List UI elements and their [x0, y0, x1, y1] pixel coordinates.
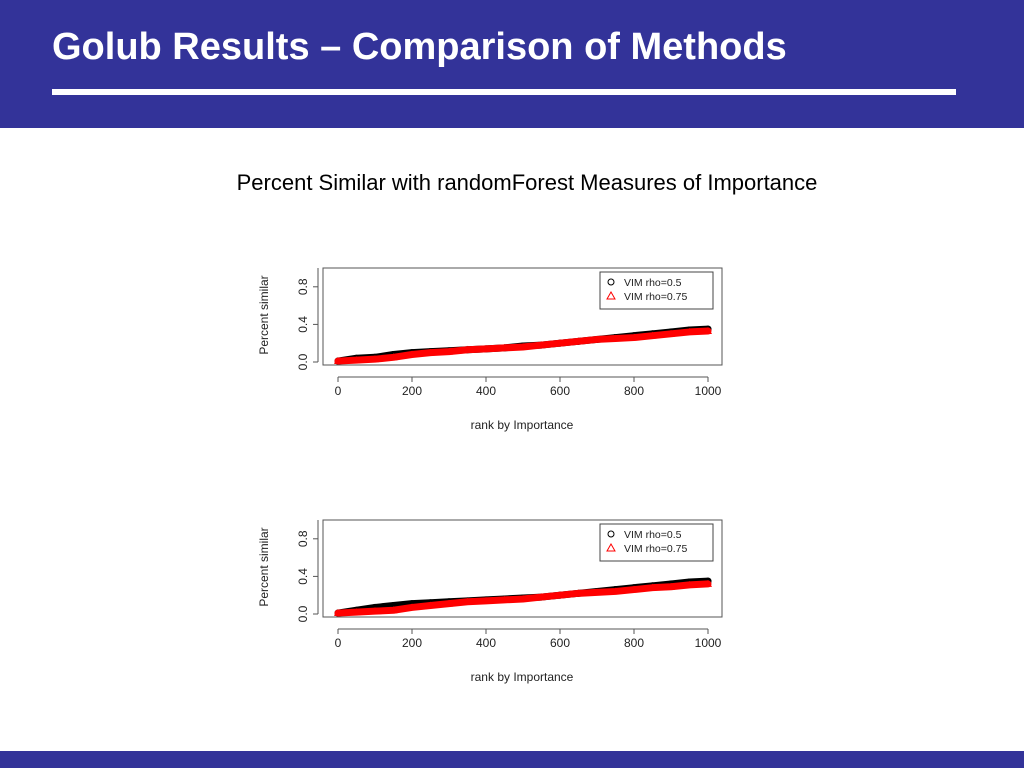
data-point — [704, 326, 712, 334]
y-axis-label: Percent similar — [257, 527, 271, 606]
data-point — [685, 327, 694, 335]
data-point — [537, 341, 546, 349]
x-tick-label: 0 — [335, 636, 342, 650]
data-point — [667, 582, 675, 590]
x-tick-label: 400 — [476, 384, 496, 398]
data-point — [463, 597, 472, 605]
legend-marker-circle — [607, 278, 615, 286]
legend: VIM rho=0.5 VIM rho=0.75 — [599, 523, 714, 562]
data-point — [519, 342, 527, 350]
y-axis-label: Percent similar — [257, 275, 271, 354]
data-point — [500, 595, 509, 603]
data-point — [574, 589, 583, 597]
x-tick-label: 600 — [550, 384, 570, 398]
data-point — [352, 608, 361, 616]
data-point — [463, 345, 472, 353]
legend-entry-label: VIM rho=0.5 — [624, 277, 682, 289]
data-point — [408, 350, 416, 358]
title-underline — [52, 89, 956, 95]
legend-entry-label: VIM rho=0.5 — [624, 529, 682, 541]
legend-box — [599, 523, 714, 562]
header-bar: Golub Results – Comparison of Methods — [0, 0, 1024, 128]
x-axis-label: rank by Importance — [471, 418, 574, 432]
data-point — [704, 579, 712, 587]
data-point — [648, 331, 657, 339]
data-point — [537, 593, 546, 601]
data-point — [556, 591, 564, 599]
data-point — [574, 337, 583, 345]
data-point — [408, 603, 416, 611]
y-tick-label: 0.8 — [296, 278, 310, 295]
y-tick-label: 0.4 — [296, 316, 310, 333]
data-point — [445, 347, 453, 355]
plot-frame — [322, 519, 723, 618]
data-point — [426, 348, 435, 356]
data-point — [648, 583, 657, 591]
legend-marker-triangle — [606, 542, 616, 552]
data-point — [334, 609, 342, 617]
x-tick-label: 400 — [476, 636, 496, 650]
legend-entry-label: VIM rho=0.75 — [624, 543, 687, 555]
data-point — [389, 606, 398, 614]
x-tick-label: 200 — [402, 384, 422, 398]
legend: VIM rho=0.5 VIM rho=0.75 — [599, 271, 714, 310]
legend-marker-triangle — [606, 290, 616, 300]
scatter-plot-top: 0 200 400 600 800 1000 0.0 0.4 0.8 rank by Import… — [257, 267, 723, 432]
y-tick-label: 0.0 — [296, 353, 310, 370]
plot-frame — [322, 267, 723, 366]
data-point — [445, 599, 453, 607]
data-point — [426, 601, 435, 609]
data-point — [352, 356, 361, 364]
data-point — [630, 585, 638, 593]
data-point — [611, 587, 620, 595]
legend-marker-circle — [607, 530, 615, 538]
data-point — [556, 339, 564, 347]
data-point — [371, 607, 379, 615]
data-point — [630, 333, 638, 341]
slide-subtitle: Percent Similar with randomForest Measur… — [236, 170, 818, 195]
y-tick-label: 0.0 — [296, 605, 310, 622]
data-point — [500, 343, 509, 351]
data-point — [685, 580, 694, 588]
data-point — [371, 355, 379, 363]
data-point — [519, 594, 527, 602]
x-tick-label: 600 — [550, 636, 570, 650]
data-point — [389, 353, 398, 361]
legend-entry-label: VIM rho=0.75 — [624, 291, 687, 303]
legend-box — [599, 271, 714, 310]
x-tick-label: 200 — [402, 636, 422, 650]
data-point — [482, 344, 490, 352]
y-tick-label: 0.8 — [296, 530, 310, 547]
data-point — [593, 335, 601, 343]
scatter-plot-bottom: 0 200 400 600 800 1000 0.0 0.4 0.8 rank by Import… — [257, 519, 723, 684]
data-point — [611, 334, 620, 342]
x-tick-label: 0 — [335, 384, 342, 398]
slide-title: Golub Results – Comparison of Methods — [52, 26, 787, 68]
x-tick-label: 1000 — [695, 384, 722, 398]
x-tick-label: 1000 — [695, 636, 722, 650]
data-point — [667, 329, 675, 337]
x-tick-label: 800 — [624, 636, 644, 650]
x-tick-label: 800 — [624, 384, 644, 398]
data-point — [593, 588, 601, 596]
y-tick-label: 0.4 — [296, 568, 310, 585]
x-axis-label: rank by Importance — [471, 670, 574, 684]
footer-bar — [0, 751, 1024, 768]
data-point — [334, 357, 342, 365]
data-point — [482, 596, 490, 604]
